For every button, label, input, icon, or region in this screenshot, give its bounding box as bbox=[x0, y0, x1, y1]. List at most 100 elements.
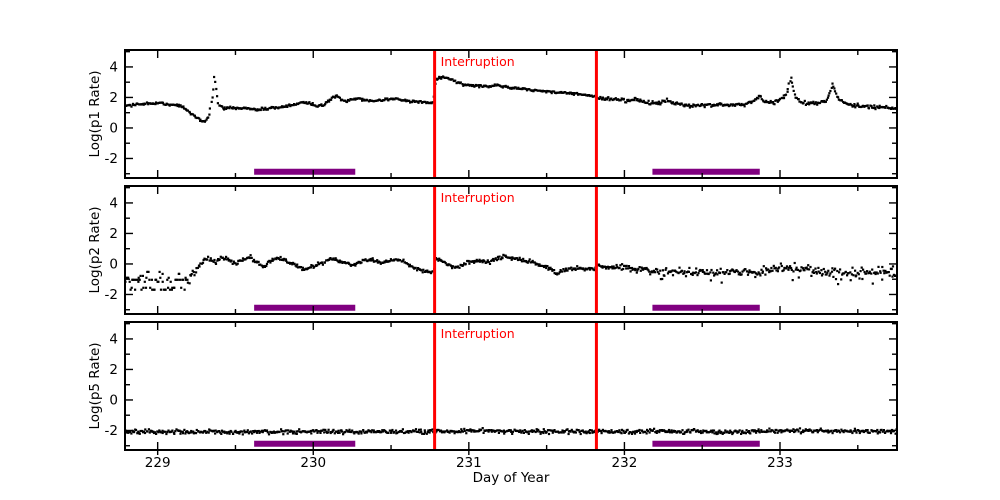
data-point bbox=[761, 270, 764, 273]
data-point bbox=[374, 260, 377, 263]
data-point bbox=[844, 270, 847, 273]
data-point bbox=[498, 429, 501, 432]
data-point bbox=[627, 432, 630, 435]
data-point bbox=[779, 262, 782, 265]
data-point bbox=[712, 429, 716, 432]
data-point bbox=[547, 90, 550, 93]
data-point bbox=[138, 278, 141, 281]
data-point bbox=[773, 431, 777, 434]
data-point bbox=[140, 288, 143, 291]
data-point bbox=[481, 427, 484, 430]
data-point bbox=[634, 430, 637, 433]
data-point bbox=[292, 430, 295, 433]
data-point bbox=[825, 98, 828, 101]
data-point bbox=[754, 275, 757, 279]
data-point bbox=[144, 286, 148, 289]
data-point bbox=[519, 429, 522, 432]
data-point bbox=[479, 260, 482, 263]
data-point bbox=[883, 272, 886, 275]
data-point bbox=[817, 429, 820, 432]
data-point bbox=[681, 429, 684, 432]
data-point bbox=[503, 432, 506, 435]
data-point bbox=[832, 275, 835, 278]
data-point bbox=[487, 430, 490, 433]
data-point bbox=[693, 428, 696, 431]
data-point bbox=[471, 260, 474, 263]
data-point bbox=[234, 262, 237, 265]
data-point bbox=[416, 430, 419, 433]
data-point bbox=[150, 278, 153, 281]
data-point bbox=[505, 255, 508, 258]
data-point bbox=[236, 262, 239, 265]
data-point bbox=[156, 102, 159, 105]
data-point bbox=[602, 430, 605, 433]
data-point bbox=[444, 262, 447, 265]
data-point bbox=[550, 268, 553, 271]
data-point bbox=[310, 103, 313, 106]
data-point bbox=[172, 103, 175, 106]
data-point bbox=[827, 429, 830, 432]
data-point bbox=[873, 271, 876, 274]
data-point bbox=[849, 271, 852, 274]
data-point bbox=[244, 106, 247, 109]
coverage-bar bbox=[254, 168, 356, 175]
data-point bbox=[847, 272, 850, 275]
data-point bbox=[790, 267, 793, 270]
data-point bbox=[889, 432, 893, 435]
data-point bbox=[219, 431, 222, 434]
data-point bbox=[577, 93, 580, 96]
data-point bbox=[882, 269, 885, 272]
data-point bbox=[622, 429, 625, 432]
data-point bbox=[850, 430, 853, 433]
data-point bbox=[275, 258, 278, 261]
data-point bbox=[858, 431, 861, 435]
data-point bbox=[274, 431, 277, 434]
data-point bbox=[516, 257, 519, 260]
data-point bbox=[651, 100, 654, 103]
data-point bbox=[641, 429, 644, 432]
data-point bbox=[211, 259, 214, 262]
data-point bbox=[522, 260, 525, 263]
data-point bbox=[879, 271, 882, 274]
data-point bbox=[526, 431, 529, 434]
data-point bbox=[461, 264, 465, 267]
data-point bbox=[618, 99, 621, 102]
data-point bbox=[808, 268, 811, 271]
data-point bbox=[549, 267, 552, 271]
data-point bbox=[509, 256, 512, 259]
data-point bbox=[151, 288, 154, 291]
data-point bbox=[239, 107, 242, 110]
data-point bbox=[364, 258, 367, 261]
data-series bbox=[124, 427, 898, 436]
data-point bbox=[146, 270, 149, 273]
data-point bbox=[328, 98, 331, 101]
data-point bbox=[501, 257, 504, 260]
coverage-bar bbox=[652, 304, 760, 311]
data-point bbox=[212, 88, 215, 91]
data-point bbox=[482, 431, 485, 434]
data-point bbox=[891, 265, 895, 268]
data-point bbox=[249, 430, 252, 433]
data-point bbox=[699, 429, 702, 433]
data-point bbox=[193, 114, 196, 117]
data-point bbox=[887, 271, 890, 274]
data-point bbox=[376, 99, 379, 102]
data-point bbox=[882, 429, 885, 432]
data-point bbox=[321, 261, 324, 264]
data-point bbox=[801, 267, 805, 270]
data-point bbox=[322, 428, 325, 431]
data-point bbox=[587, 430, 590, 433]
data-point bbox=[514, 86, 517, 89]
data-point bbox=[566, 269, 569, 272]
data-point bbox=[383, 99, 386, 102]
data-point bbox=[553, 429, 556, 432]
data-point bbox=[249, 107, 252, 110]
data-point bbox=[522, 431, 525, 434]
data-point bbox=[319, 431, 322, 434]
data-point bbox=[216, 102, 219, 105]
data-point bbox=[745, 270, 749, 273]
data-point bbox=[238, 432, 241, 435]
data-point bbox=[359, 97, 362, 100]
data-point bbox=[560, 431, 563, 434]
data-point bbox=[439, 429, 443, 432]
